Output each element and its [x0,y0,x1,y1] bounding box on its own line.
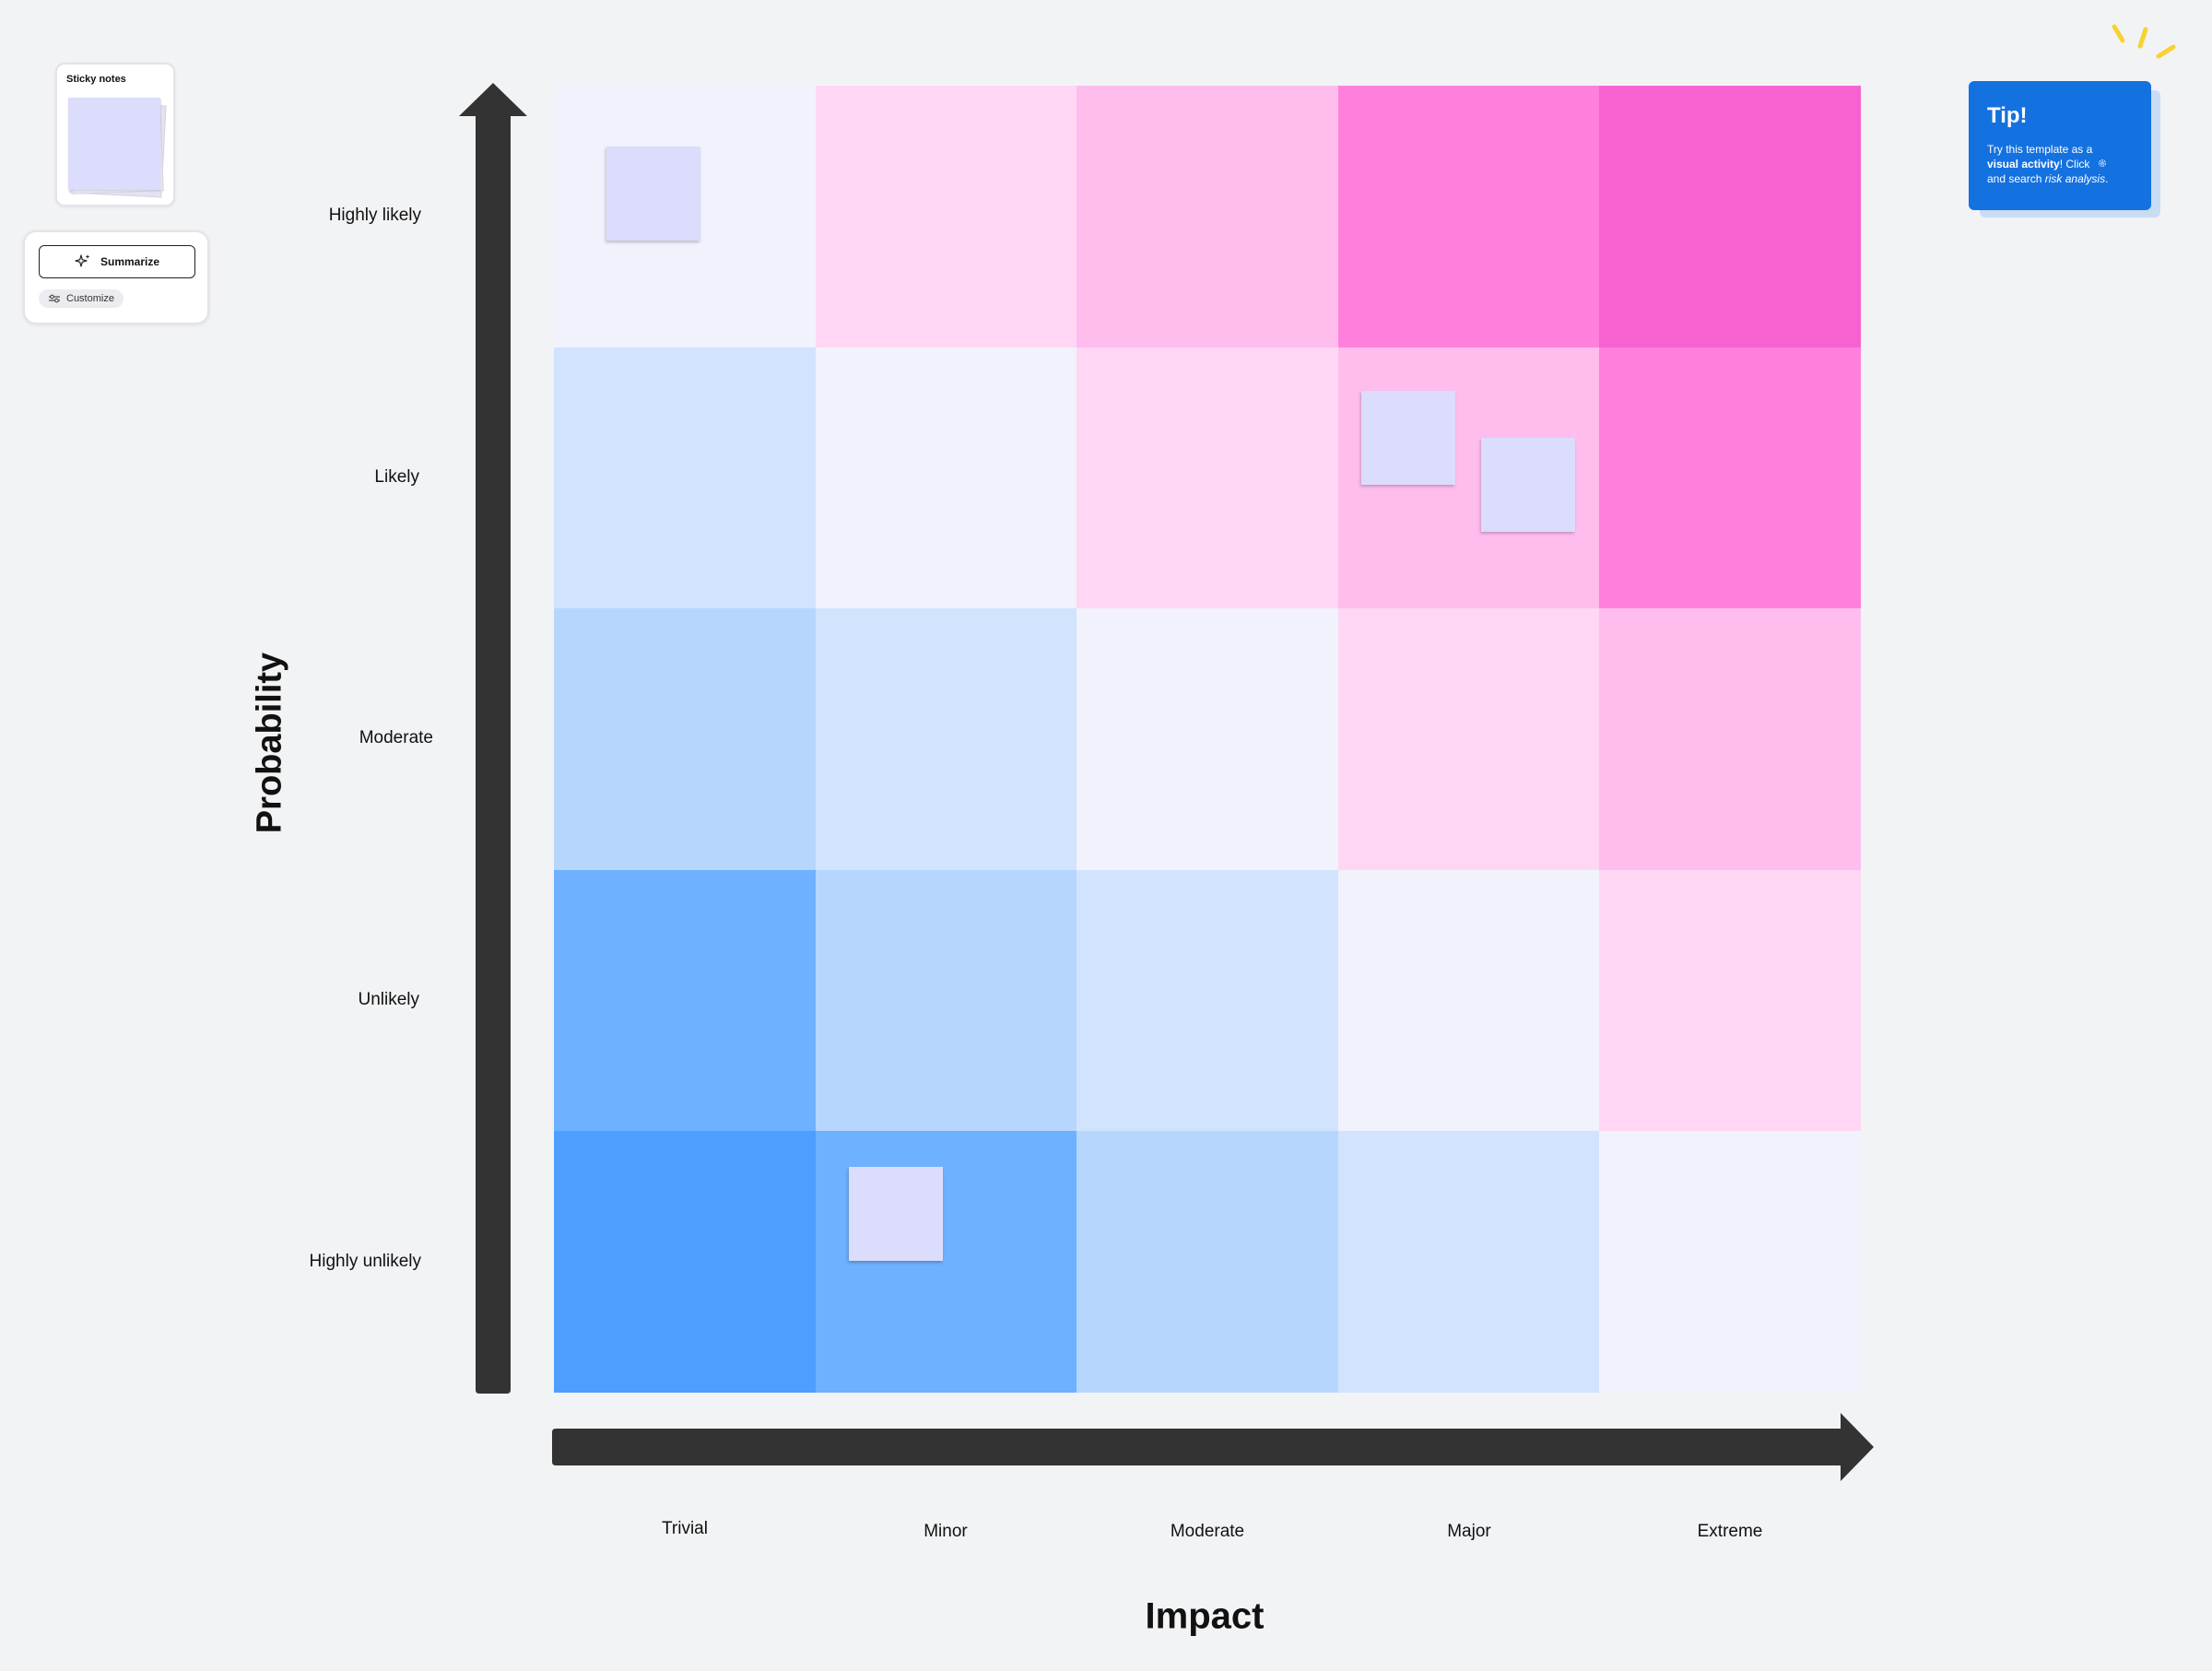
probability-label-likely: Likely [374,467,419,487]
matrix-cell[interactable] [554,1131,816,1393]
tip-emphasis: visual activity [1987,158,2060,171]
impact-label-trivial: Trivial [662,1519,708,1538]
x-axis-title: Impact [1145,1595,1265,1637]
summarize-button[interactable]: Summarize [39,245,195,278]
matrix-cell[interactable] [815,1131,1077,1393]
matrix-cell[interactable] [1599,869,1861,1132]
matrix-cell[interactable] [1599,347,1861,609]
matrix-cell[interactable] [1077,347,1338,609]
sticky-note[interactable] [1360,390,1455,485]
probability-label-highly-likely: Highly likely [328,206,421,225]
tip-card[interactable]: Tip! Try this template as a visual activ… [1969,81,2151,210]
tip-text: Try this template as a visual activity! … [1987,142,2133,186]
matrix-cell[interactable] [1337,1131,1600,1393]
customize-label: Customize [66,293,114,304]
impact-label-moderate: Moderate [1170,1522,1245,1541]
matrix-cell[interactable] [1077,86,1338,347]
matrix-cell[interactable] [554,608,816,870]
sticky-note[interactable] [606,147,700,241]
matrix-cell[interactable] [815,608,1077,870]
tip-italic: risk analysis [2044,172,2106,185]
sparkle-lines-icon [2112,24,2176,59]
sticky-notes-widget[interactable]: Sticky notes [55,63,175,206]
customize-button[interactable]: Customize [39,289,124,308]
y-axis-arrow [459,83,527,1394]
impact-label-minor: Minor [924,1522,968,1541]
matrix-cell[interactable] [1337,86,1600,347]
matrix-cell[interactable] [554,347,816,609]
tip-line: Try this template as a [1987,143,2093,156]
matrix-cell[interactable] [815,86,1077,347]
sticky-note[interactable] [1480,437,1575,532]
matrix-cell[interactable] [1599,86,1861,347]
matrix-cell[interactable] [1337,869,1600,1132]
tip-line: . [2105,172,2109,185]
matrix-cell[interactable] [1599,1131,1861,1393]
matrix-cell[interactable] [1599,608,1861,870]
tip-line: ! Click [2059,158,2090,171]
matrix-cell[interactable] [554,869,816,1132]
matrix-cell[interactable] [1337,347,1600,609]
sticky-note[interactable] [848,1167,943,1262]
sticky-notes-title: Sticky notes [66,74,126,85]
risk-matrix-grid [554,86,1861,1393]
sticky-note-stack-icon[interactable] [68,98,167,198]
ai-summary-widget: Summarize Customize [23,230,209,324]
impact-label-major: Major [1447,1522,1491,1541]
sparkle-icon [75,254,90,267]
x-axis-arrow [552,1413,1874,1481]
tip-title: Tip! [1987,103,2028,128]
matrix-cell[interactable] [815,869,1077,1132]
y-axis-title: Probability [250,652,289,834]
matrix-cell[interactable] [1077,608,1338,870]
gear-icon [2098,159,2106,168]
matrix-cell[interactable] [1077,1131,1338,1393]
sticky-note-sheet [68,98,160,190]
tip-line: and search [1987,172,2042,185]
probability-label-moderate: Moderate [359,728,433,747]
matrix-cell[interactable] [1337,608,1600,870]
sliders-icon [49,294,60,303]
probability-label-unlikely: Unlikely [358,990,419,1009]
matrix-cell[interactable] [815,347,1077,609]
impact-label-extreme: Extreme [1697,1522,1763,1541]
probability-label-highly-unlikely: Highly unlikely [309,1252,421,1271]
summarize-label: Summarize [100,255,160,268]
matrix-cell[interactable] [1077,869,1338,1132]
matrix-cell[interactable] [554,86,816,347]
